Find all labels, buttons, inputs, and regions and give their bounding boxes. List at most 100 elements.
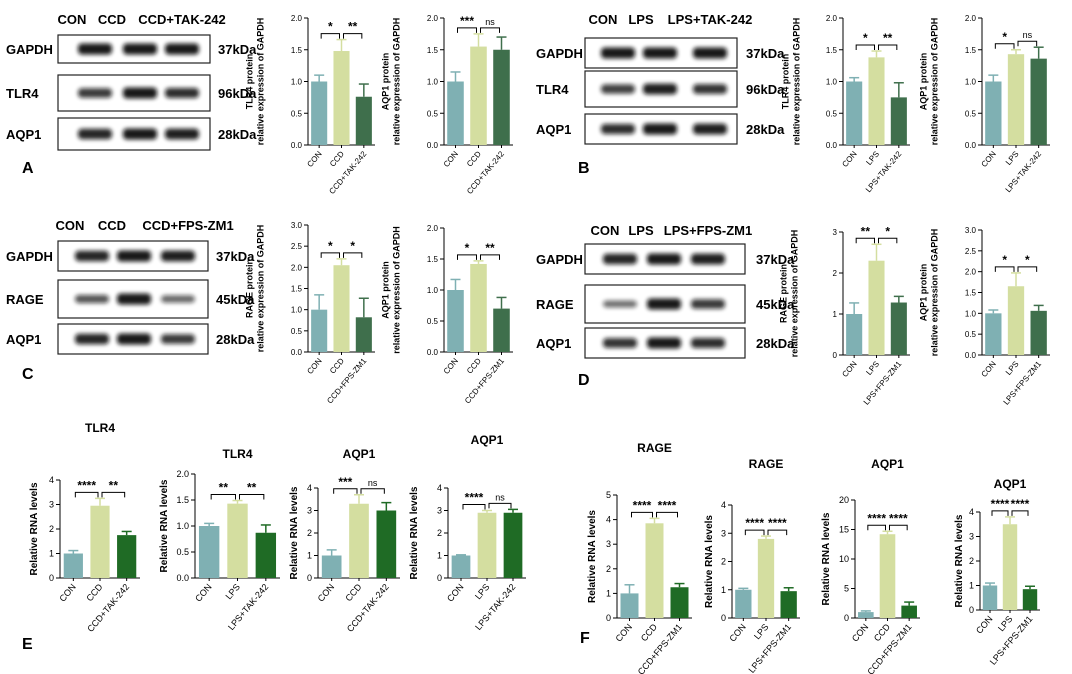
y-tick-label: 4 — [969, 507, 974, 517]
y-axis-label: Relative RNA levels — [289, 486, 300, 579]
x-tick-label-lps: LPS — [752, 622, 771, 641]
y-tick-label: 1.5 — [291, 46, 303, 55]
y-tick-label: 1 — [49, 549, 54, 559]
y-tick-label: 3 — [606, 539, 611, 549]
panel-label-b: B — [578, 160, 590, 177]
blot-row-label-aqp1: AQP1 — [6, 332, 41, 347]
y-tick-label: 0 — [833, 351, 838, 360]
y-axis-label-line: relative expression of GAPDH — [790, 230, 800, 358]
bar-lps-tak-242 — [255, 532, 277, 578]
bar-ccd — [333, 265, 350, 352]
y-tick-label: 2 — [437, 528, 442, 538]
panel-label-c: C — [22, 366, 34, 383]
significance-label: * — [465, 241, 470, 255]
x-tick-label-con: CON — [980, 149, 998, 169]
x-tick-label-con: CON — [193, 582, 214, 604]
chart-7: 0 1 2 3 RAGE proteinrelative expression of G… — [779, 224, 910, 407]
band-aqp1-lane-3 — [691, 337, 725, 349]
x-tick-label-lps: LPS — [1004, 150, 1021, 167]
y-axis-label-line: TLR4 protein — [781, 54, 791, 110]
band-rage-lane-1 — [75, 294, 109, 304]
chart-1: 0.0 0.5 1.0 1.5 2.0 TLR4 proteinrelative expr… — [245, 14, 375, 196]
significance-bracket — [878, 44, 898, 51]
significance-bracket — [343, 252, 363, 258]
significance-bracket — [1017, 266, 1038, 272]
y-tick-label: 2.0 — [176, 469, 189, 479]
significance-bracket — [867, 524, 886, 531]
kda-label-tlr4: 96kDa — [218, 86, 257, 101]
significance-bracket — [656, 511, 678, 518]
significance-label: * — [328, 239, 333, 253]
significance-label: **** — [658, 498, 677, 512]
x-tick-label-ccd: CCD — [328, 356, 346, 375]
lane-header-con: CON — [58, 12, 87, 27]
band-aqp1-lane-3 — [693, 123, 727, 135]
lane-header-ccd: CCD — [98, 218, 126, 233]
y-tick-label: 1.5 — [427, 46, 439, 55]
panel-label-d: D — [578, 372, 590, 389]
significance-label: ** — [109, 478, 119, 492]
x-tick-label-con: CON — [57, 582, 78, 604]
significance-label: ns — [1023, 30, 1033, 40]
significance-label: * — [885, 224, 890, 238]
x-tick-label-con: CON — [316, 582, 337, 604]
y-axis-label: Relative RNA levels — [821, 512, 832, 605]
y-tick-label: 1.0 — [427, 286, 439, 295]
band-gapdh-lane-1 — [601, 47, 635, 59]
bar-ccd — [470, 46, 487, 146]
significance-bracket — [320, 33, 340, 39]
y-tick-label: 0.0 — [965, 141, 977, 150]
chart-14: RAGE 0 1 2 3 4 Relative RNA levels CON LPSLPS+FP… — [704, 457, 800, 674]
x-tick-label-ccd: CCD — [639, 621, 660, 643]
y-tick-label: 0.5 — [176, 547, 189, 557]
x-tick-label-con: CON — [840, 359, 858, 379]
y-tick-label: 4 — [49, 475, 54, 485]
y-tick-label: 1 — [307, 551, 312, 561]
y-axis-label-line: Relative RNA levels — [704, 515, 715, 608]
chart-6: 0.0 0.5 1.0 1.5 2.0 AQP1 proteinrelative expr… — [381, 224, 513, 405]
y-tick-label: 3 — [307, 506, 312, 516]
chart-5: 0.0 0.5 1.0 1.5 2.0 2.5 3.0 RAGE proteinrelativ… — [245, 221, 375, 405]
y-axis-label: RAGE proteinrelative expression of GAPDH — [245, 225, 266, 353]
band-gapdh-lane-3 — [165, 43, 199, 55]
x-tick-label-con: CON — [840, 149, 858, 169]
blot-row-label-rage: RAGE — [536, 297, 574, 312]
y-tick-label: 0.0 — [291, 141, 303, 150]
bar-lps — [868, 260, 885, 355]
y-axis-label-line: Relative RNA levels — [409, 486, 420, 579]
y-tick-label: 1 — [721, 585, 726, 595]
bar-ccd-tak-242 — [117, 535, 137, 578]
bar-lps-fps-zm1 — [1030, 310, 1047, 355]
y-axis-label-line: relative expression of GAPDH — [392, 18, 402, 146]
significance-label: * — [328, 20, 333, 34]
y-tick-label: 1.0 — [965, 78, 977, 87]
x-tick-label-con: CON — [305, 356, 323, 376]
significance-bracket — [210, 494, 236, 500]
y-axis-label: Relative RNA levels — [587, 510, 598, 603]
band-gapdh-lane-1 — [78, 43, 112, 55]
y-axis-label-line: TLR4 protein — [245, 54, 255, 110]
y-tick-label: 0 — [307, 573, 312, 583]
significance-bracket — [1017, 40, 1038, 47]
y-axis-label: Relative RNA levels — [704, 515, 715, 608]
significance-label: **** — [77, 478, 96, 492]
y-tick-label: 0.5 — [965, 330, 977, 339]
y-tick-label: 0.0 — [826, 141, 838, 150]
y-tick-label: 0.5 — [291, 327, 303, 336]
y-axis-label-line: AQP1 protein — [919, 264, 929, 322]
blot-row-label-gapdh: GAPDH — [536, 46, 583, 61]
significance-label: ** — [247, 481, 257, 495]
significance-label: **** — [889, 511, 908, 525]
significance-label: * — [863, 31, 868, 45]
y-tick-label: 1.0 — [291, 78, 303, 87]
y-axis-label-line: relative expression of GAPDH — [792, 18, 802, 146]
y-tick-label: 1.5 — [291, 285, 303, 294]
y-tick-label: 1 — [833, 310, 838, 319]
y-axis-label: AQP1 proteinrelative expression of GAPDH — [381, 18, 402, 146]
significance-bracket — [101, 491, 126, 498]
significance-label: ** — [883, 31, 893, 45]
significance-label: ** — [348, 20, 358, 34]
lane-header-lps-tak-242: LPS+TAK-242 — [668, 12, 753, 27]
